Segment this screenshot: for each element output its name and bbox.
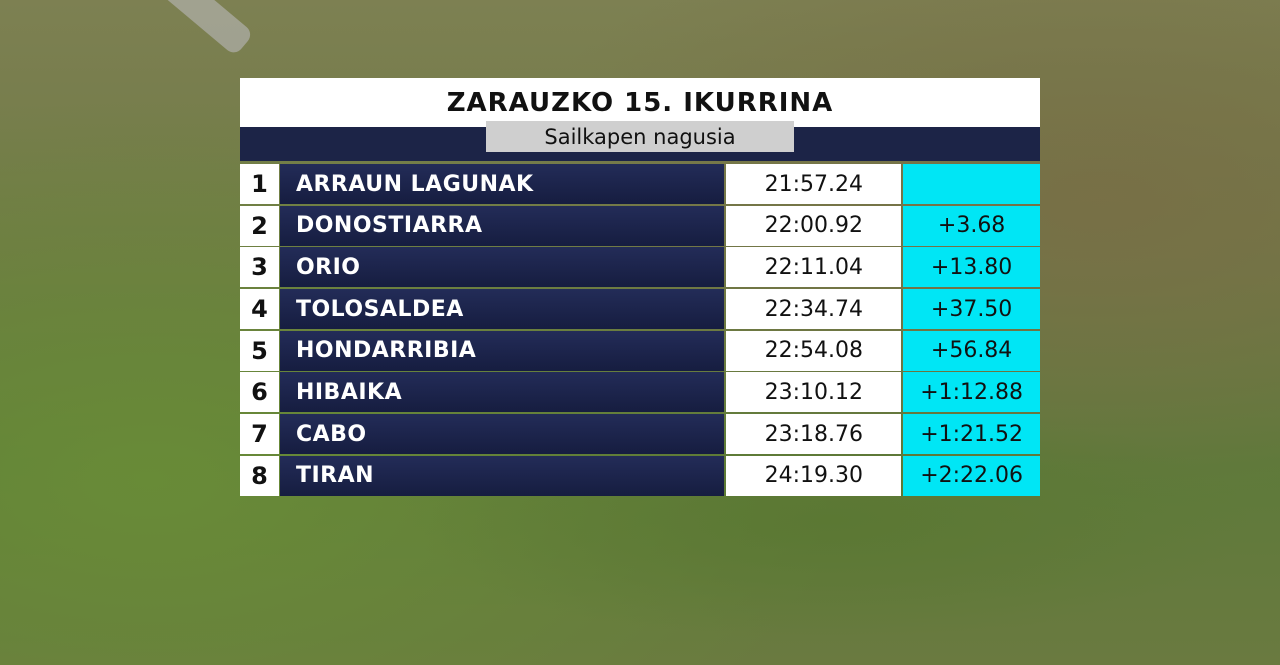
- subtitle: Sailkapen nagusia: [486, 121, 794, 152]
- team-name: ORIO: [279, 247, 725, 288]
- title: ZARAUZKO 15. IKURRINA: [240, 78, 1040, 127]
- rank: 7: [240, 414, 279, 455]
- time: 22:00.92: [726, 205, 902, 246]
- gap: +13.80: [903, 247, 1041, 288]
- rank: 6: [240, 372, 279, 413]
- rank: 2: [240, 205, 279, 246]
- rank: 8: [240, 455, 279, 496]
- gap: +1:12.88: [903, 372, 1041, 413]
- standings-row: 6 HIBAIKA 23:10.12 +1:12.88: [240, 372, 1041, 413]
- team-name: TIRAN: [279, 455, 725, 496]
- rank: 3: [240, 247, 279, 288]
- rank: 5: [240, 330, 279, 371]
- team-name: CABO: [279, 414, 725, 455]
- standings-row: 3 ORIO 22:11.04 +13.80: [240, 247, 1041, 288]
- time: 22:11.04: [726, 247, 902, 288]
- standings-row: 2 DONOSTIARRA 22:00.92 +3.68: [240, 205, 1041, 246]
- gap: +2:22.06: [903, 455, 1041, 496]
- subtitle-band: Sailkapen nagusia: [240, 121, 1040, 161]
- team-name: TOLOSALDEA: [279, 289, 725, 330]
- standings-row: 1 ARRAUN LAGUNAK 21:57.24: [240, 164, 1041, 204]
- standings-row: 5 HONDARRIBIA 22:54.08 +56.84: [240, 330, 1041, 371]
- time: 21:57.24: [726, 164, 902, 204]
- standings-row: 8 TIRAN 24:19.30 +2:22.06: [240, 455, 1041, 496]
- team-name: ARRAUN LAGUNAK: [279, 164, 725, 204]
- rank: 1: [240, 164, 279, 204]
- background-path: [120, 0, 255, 57]
- team-name: HIBAIKA: [279, 372, 725, 413]
- time: 23:18.76: [726, 414, 902, 455]
- rank: 4: [240, 289, 279, 330]
- gap: +3.68: [903, 205, 1041, 246]
- team-name: DONOSTIARRA: [279, 205, 725, 246]
- standings-row: 4 TOLOSALDEA 22:34.74 +37.50: [240, 289, 1041, 330]
- standings-row: 7 CABO 23:18.76 +1:21.52: [240, 414, 1041, 455]
- gap: [903, 164, 1041, 204]
- standings-board: ZARAUZKO 15. IKURRINA Sailkapen nagusia …: [240, 78, 1041, 498]
- gap: +1:21.52: [903, 414, 1041, 455]
- time: 24:19.30: [726, 455, 902, 496]
- standings-rows: 1 ARRAUN LAGUNAK 21:57.24 2 DONOSTIARRA 22:00…: [240, 164, 1041, 496]
- time: 23:10.12: [726, 372, 902, 413]
- gap: +37.50: [903, 289, 1041, 330]
- time: 22:54.08: [726, 330, 902, 371]
- team-name: HONDARRIBIA: [279, 330, 725, 371]
- gap: +56.84: [903, 330, 1041, 371]
- time: 22:34.74: [726, 289, 902, 330]
